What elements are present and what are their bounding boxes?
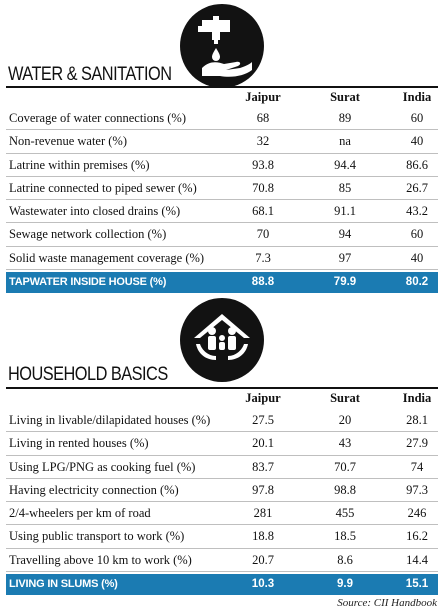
cell-value-jaipur: 93.8 (252, 157, 274, 172)
household-basics-table: Living in livable/dilapidated houses (%)… (6, 409, 438, 596)
table-row: Latrine within premises (%) 93.8 94.4 86.6 (6, 154, 438, 177)
cell-value-jaipur: 68 (256, 111, 270, 125)
row-label: Living in rented houses (%) (9, 436, 149, 451)
cell-value-jaipur: 83.7 (252, 459, 274, 474)
table-row: Wastewater into closed drains (%) 68.1 91.… (6, 200, 438, 224)
cell-value-india: 43.2 (406, 204, 428, 219)
cell-value-jaipur: 281 (253, 506, 273, 521)
cell-value-surat: 94.4 (334, 157, 356, 172)
table-row: Using public transport to work (%) 18.8 18… (6, 525, 438, 549)
highlight-value-surat: 9.9 (337, 578, 353, 591)
cell-value-india: 74 (410, 459, 424, 474)
row-label: Latrine within premises (%) (9, 157, 150, 172)
table-row: Travelling above 10 km to work (%) 20.7 8.… (6, 549, 438, 573)
cell-value-surat: 89 (338, 111, 352, 125)
cell-value-jaipur: 20.1 (252, 436, 274, 451)
divider (6, 86, 438, 88)
cell-value-surat: na (339, 134, 351, 149)
cell-value-surat: 94 (338, 227, 352, 242)
cell-value-jaipur: 68.1 (252, 204, 274, 219)
table-row: 2/4-wheelers per km of road 281 455 246 (6, 502, 438, 526)
cell-value-india: 28.1 (406, 413, 428, 427)
cell-value-surat: 98.8 (334, 482, 356, 497)
row-label: Travelling above 10 km to work (%) (9, 552, 192, 567)
cell-value-surat: 18.5 (334, 529, 356, 544)
column-header-india: India (402, 391, 432, 405)
cell-value-india: 246 (407, 506, 427, 521)
table-row: Non-revenue water (%) 32 na 40 (6, 130, 438, 154)
water-tap-hand-icon (180, 4, 264, 88)
column-header-jaipur: Jaipur (245, 90, 281, 104)
source-note: Source: CII Handbook (337, 597, 437, 609)
section-title-household: HOUSEHOLD BASICS (8, 364, 168, 385)
row-label: Sewage network collection (%) (9, 227, 167, 242)
cell-value-india: 40 (410, 250, 424, 265)
cell-value-surat: 97 (338, 250, 352, 265)
row-label: Coverage of water connections (%) (9, 111, 187, 125)
divider (6, 387, 438, 389)
table-row: Solid waste management coverage (%) 7.3 97… (6, 247, 438, 271)
cell-value-jaipur: 70.8 (252, 180, 274, 195)
cell-value-jaipur: 20.7 (252, 552, 274, 567)
highlight-row: LIVING IN SLUMS (%) 10.3 9.9 15.1 (6, 574, 438, 596)
highlight-label: TAPWATER INSIDE HOUSE (%) (9, 276, 167, 289)
cell-value-jaipur: 97.8 (252, 482, 274, 497)
row-label: Latrine connected to piped sewer (%) (9, 180, 197, 195)
cell-value-jaipur: 18.8 (252, 529, 274, 544)
cell-value-india: 97.3 (406, 482, 428, 497)
cell-value-surat: 85 (338, 180, 352, 195)
row-label: Wastewater into closed drains (%) (9, 204, 181, 219)
cell-value-jaipur: 7.3 (255, 250, 271, 265)
cell-value-india: 60 (410, 227, 424, 242)
column-header-surat: Surat (330, 90, 360, 104)
cell-value-india: 14.4 (406, 552, 428, 567)
family-house-hands-icon (180, 298, 264, 382)
cell-value-surat: 455 (335, 506, 355, 521)
highlight-value-india: 15.1 (405, 578, 429, 591)
cell-value-india: 60 (410, 111, 424, 125)
cell-value-india: 26.7 (406, 180, 428, 195)
section-title-water: WATER & SANITATION (8, 64, 172, 85)
row-label: 2/4-wheelers per km of road (9, 506, 151, 521)
table-header-water: Jaipur Surat India (0, 88, 444, 106)
row-label: Living in livable/dilapidated houses (%) (9, 413, 211, 427)
cell-value-surat: 91.1 (334, 204, 356, 219)
row-label: Having electricity connection (%) (9, 482, 179, 497)
row-label: Solid waste management coverage (%) (9, 250, 205, 265)
table-header-household: Jaipur Surat India (0, 389, 444, 407)
row-label: Using public transport to work (%) (9, 529, 185, 544)
cell-value-india: 40 (410, 134, 424, 149)
column-header-surat: Surat (330, 391, 360, 405)
cell-value-surat: 8.6 (337, 552, 353, 567)
cell-value-jaipur: 32 (256, 134, 270, 149)
highlight-value-india: 80.2 (405, 276, 429, 289)
table-row: Using LPG/PNG as cooking fuel (%) 83.7 70.… (6, 456, 438, 479)
water-sanitation-table: Coverage of water connections (%) 68 89 60 N… (6, 107, 438, 294)
table-row: Latrine connected to piped sewer (%) 70.8… (6, 177, 438, 201)
cell-value-jaipur: 70 (256, 227, 270, 242)
cell-value-surat: 43 (338, 436, 352, 451)
column-header-jaipur: Jaipur (245, 391, 281, 405)
highlight-value-jaipur: 10.3 (251, 578, 275, 591)
column-header-india: India (402, 90, 432, 104)
highlight-label: LIVING IN SLUMS (%) (9, 578, 118, 591)
highlight-value-jaipur: 88.8 (251, 276, 275, 289)
table-row: Having electricity connection (%) 97.8 98.… (6, 479, 438, 503)
cell-value-jaipur: 27.5 (252, 413, 274, 427)
table-row: Living in rented houses (%) 20.1 43 27.9 (6, 432, 438, 456)
highlight-row: TAPWATER INSIDE HOUSE (%) 88.8 79.9 80.2 (6, 272, 438, 294)
cell-value-surat: 20 (338, 413, 352, 427)
table-row: Living in livable/dilapidated houses (%)… (6, 409, 438, 433)
row-label: Non-revenue water (%) (9, 134, 127, 149)
cell-value-india: 16.2 (406, 529, 428, 544)
highlight-value-surat: 79.9 (333, 276, 357, 289)
table-row: Sewage network collection (%) 70 94 60 (6, 223, 438, 247)
table-row: Coverage of water connections (%) 68 89 60 (6, 107, 438, 131)
cell-value-india: 27.9 (406, 436, 428, 451)
row-label: Using LPG/PNG as cooking fuel (%) (9, 459, 196, 474)
cell-value-surat: 70.7 (334, 459, 356, 474)
cell-value-india: 86.6 (406, 157, 428, 172)
